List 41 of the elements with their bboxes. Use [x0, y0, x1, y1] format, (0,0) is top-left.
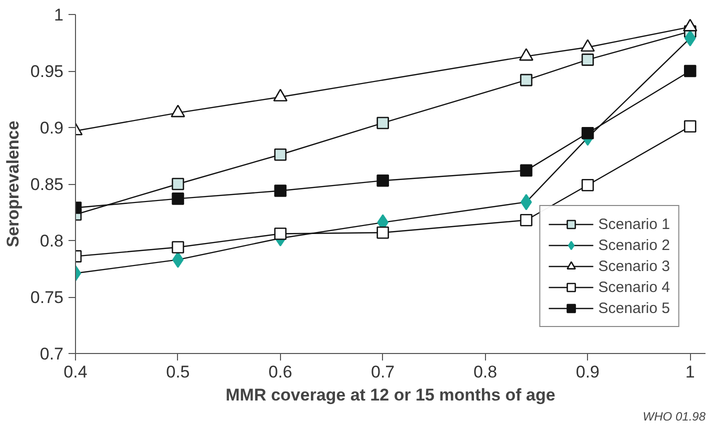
point	[520, 214, 532, 226]
x-tick-label: 0.8	[473, 362, 498, 382]
point	[376, 116, 389, 130]
x-tick-label: 0.9	[576, 362, 600, 382]
y-tick-label: 0.7	[40, 344, 64, 364]
y-tick-label: 0.95	[30, 62, 64, 81]
point	[582, 178, 594, 192]
point	[520, 74, 532, 86]
point	[172, 252, 184, 268]
point	[582, 127, 594, 140]
point	[274, 148, 287, 161]
point	[172, 192, 184, 205]
x-tick-label: 0.4	[64, 362, 88, 382]
y-tick-label: 0.85	[30, 175, 64, 194]
x-tick-label: 1	[685, 362, 695, 382]
x-tick-label: 0.7	[371, 362, 395, 382]
point	[684, 120, 696, 133]
point	[684, 64, 696, 78]
point	[684, 30, 696, 46]
point	[520, 164, 532, 177]
legend-label: Scenario 4	[598, 278, 670, 296]
y-tick-label: 0.8	[40, 232, 64, 250]
point	[274, 184, 287, 197]
legend-label: Scenario 1	[598, 216, 670, 232]
x-tick-label: 0.5	[166, 362, 190, 382]
x-tick-label: 0.6	[268, 362, 292, 382]
point	[376, 226, 389, 239]
y-tick-label: 0.75	[30, 288, 64, 307]
point	[376, 174, 389, 187]
point	[172, 178, 184, 190]
y-tick-label: 1	[54, 6, 64, 24]
legend-label: Scenario 3	[598, 258, 670, 274]
point	[582, 54, 594, 66]
legend-label: Scenario 5	[598, 300, 670, 316]
y-axis-title: Seroprevalence	[3, 120, 22, 248]
x-axis-title: MMR coverage at 12 or 15 months of age	[226, 386, 556, 404]
point	[274, 228, 287, 240]
legend-label: Scenario 2	[598, 236, 670, 254]
point	[172, 241, 184, 254]
y-tick-label: 0.9	[40, 118, 64, 138]
text: WHO 01.98	[642, 410, 706, 423]
